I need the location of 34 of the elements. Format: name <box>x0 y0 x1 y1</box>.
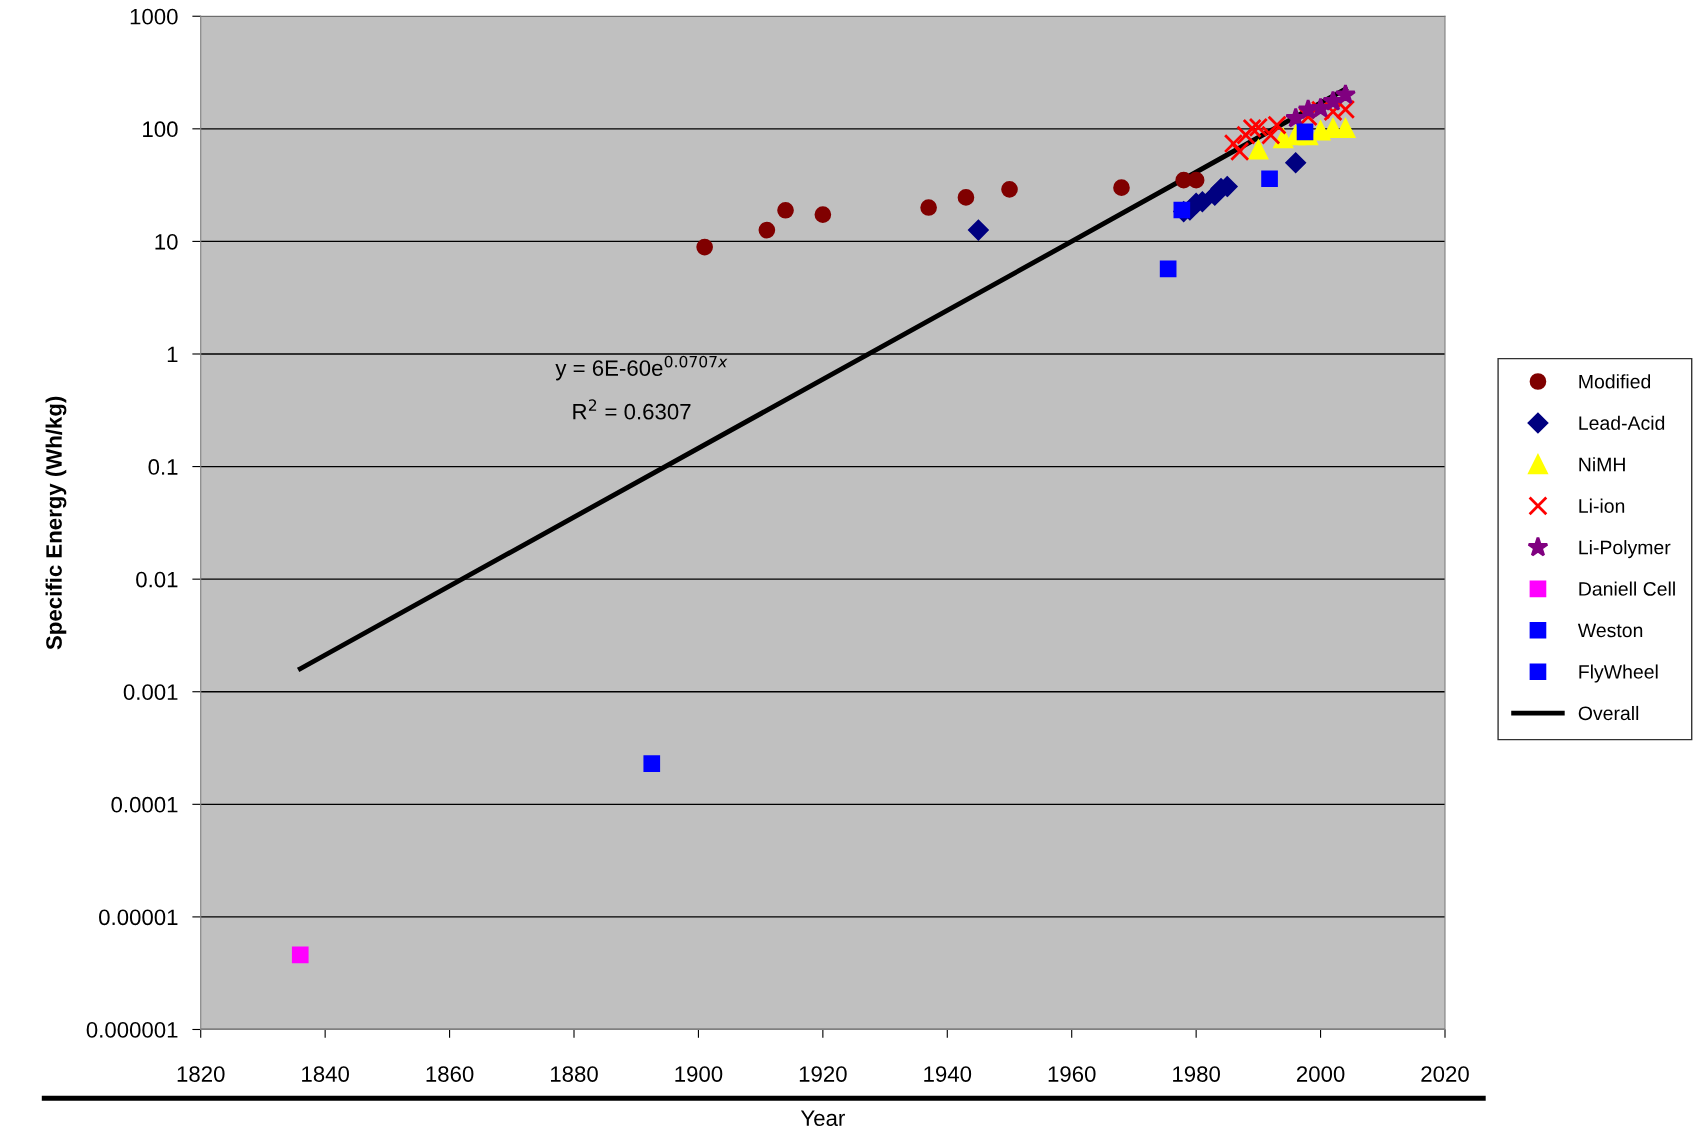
y-tick-label: 100 <box>143 121 178 138</box>
legend-label: Daniell Cell <box>1579 581 1675 596</box>
x-tick-label: 1840 <box>302 1066 349 1082</box>
legend-label: NiMH <box>1579 457 1625 472</box>
annotation: y = 6E-60e$^{0.0707x}$ <box>555 355 728 381</box>
legend-label: Weston <box>1577 623 1643 638</box>
x-tick-label: 1980 <box>1173 1066 1220 1082</box>
x-tick-label: 1900 <box>675 1066 723 1082</box>
x-tick-label: 1860 <box>426 1066 474 1082</box>
x-tick-label: 1960 <box>1048 1066 1096 1082</box>
y-tick-label: 0.00001 <box>99 909 178 926</box>
y-tick-label: 0.001 <box>123 684 178 701</box>
y-axis-title: Specific Energy (Wh/kg) <box>45 396 67 650</box>
legend-label: Li-ion <box>1579 498 1625 513</box>
x-tick-label: 1880 <box>550 1066 598 1082</box>
y-tick-label: 10 <box>155 233 178 250</box>
x-tick-label: 1820 <box>177 1066 225 1082</box>
legend-label: Modified <box>1579 374 1651 389</box>
annotation: R$^{2}$ = 0.6307 <box>573 399 691 420</box>
y-tick-label: 1 <box>167 346 178 363</box>
y-tick-label: 0.01 <box>136 571 178 588</box>
legend-label: Overall <box>1578 705 1639 721</box>
legend-label: Li-Polymer <box>1579 540 1671 559</box>
legend-label: FlyWheel <box>1579 664 1658 683</box>
x-tick-label: 1940 <box>924 1066 972 1082</box>
y-tick-label: 0.0001 <box>111 796 178 813</box>
x-tick-label: 1920 <box>799 1066 847 1082</box>
x-tick-label: 2000 <box>1296 1066 1345 1082</box>
y-tick-label: 1000 <box>130 8 178 25</box>
legend-label: Lead-Acid <box>1579 415 1665 430</box>
x-tick-label: 2020 <box>1421 1066 1469 1082</box>
x-axis-title: Year <box>800 1110 845 1126</box>
y-tick-label: 0.000001 <box>86 1022 178 1038</box>
y-tick-label: 0.1 <box>148 459 178 475</box>
